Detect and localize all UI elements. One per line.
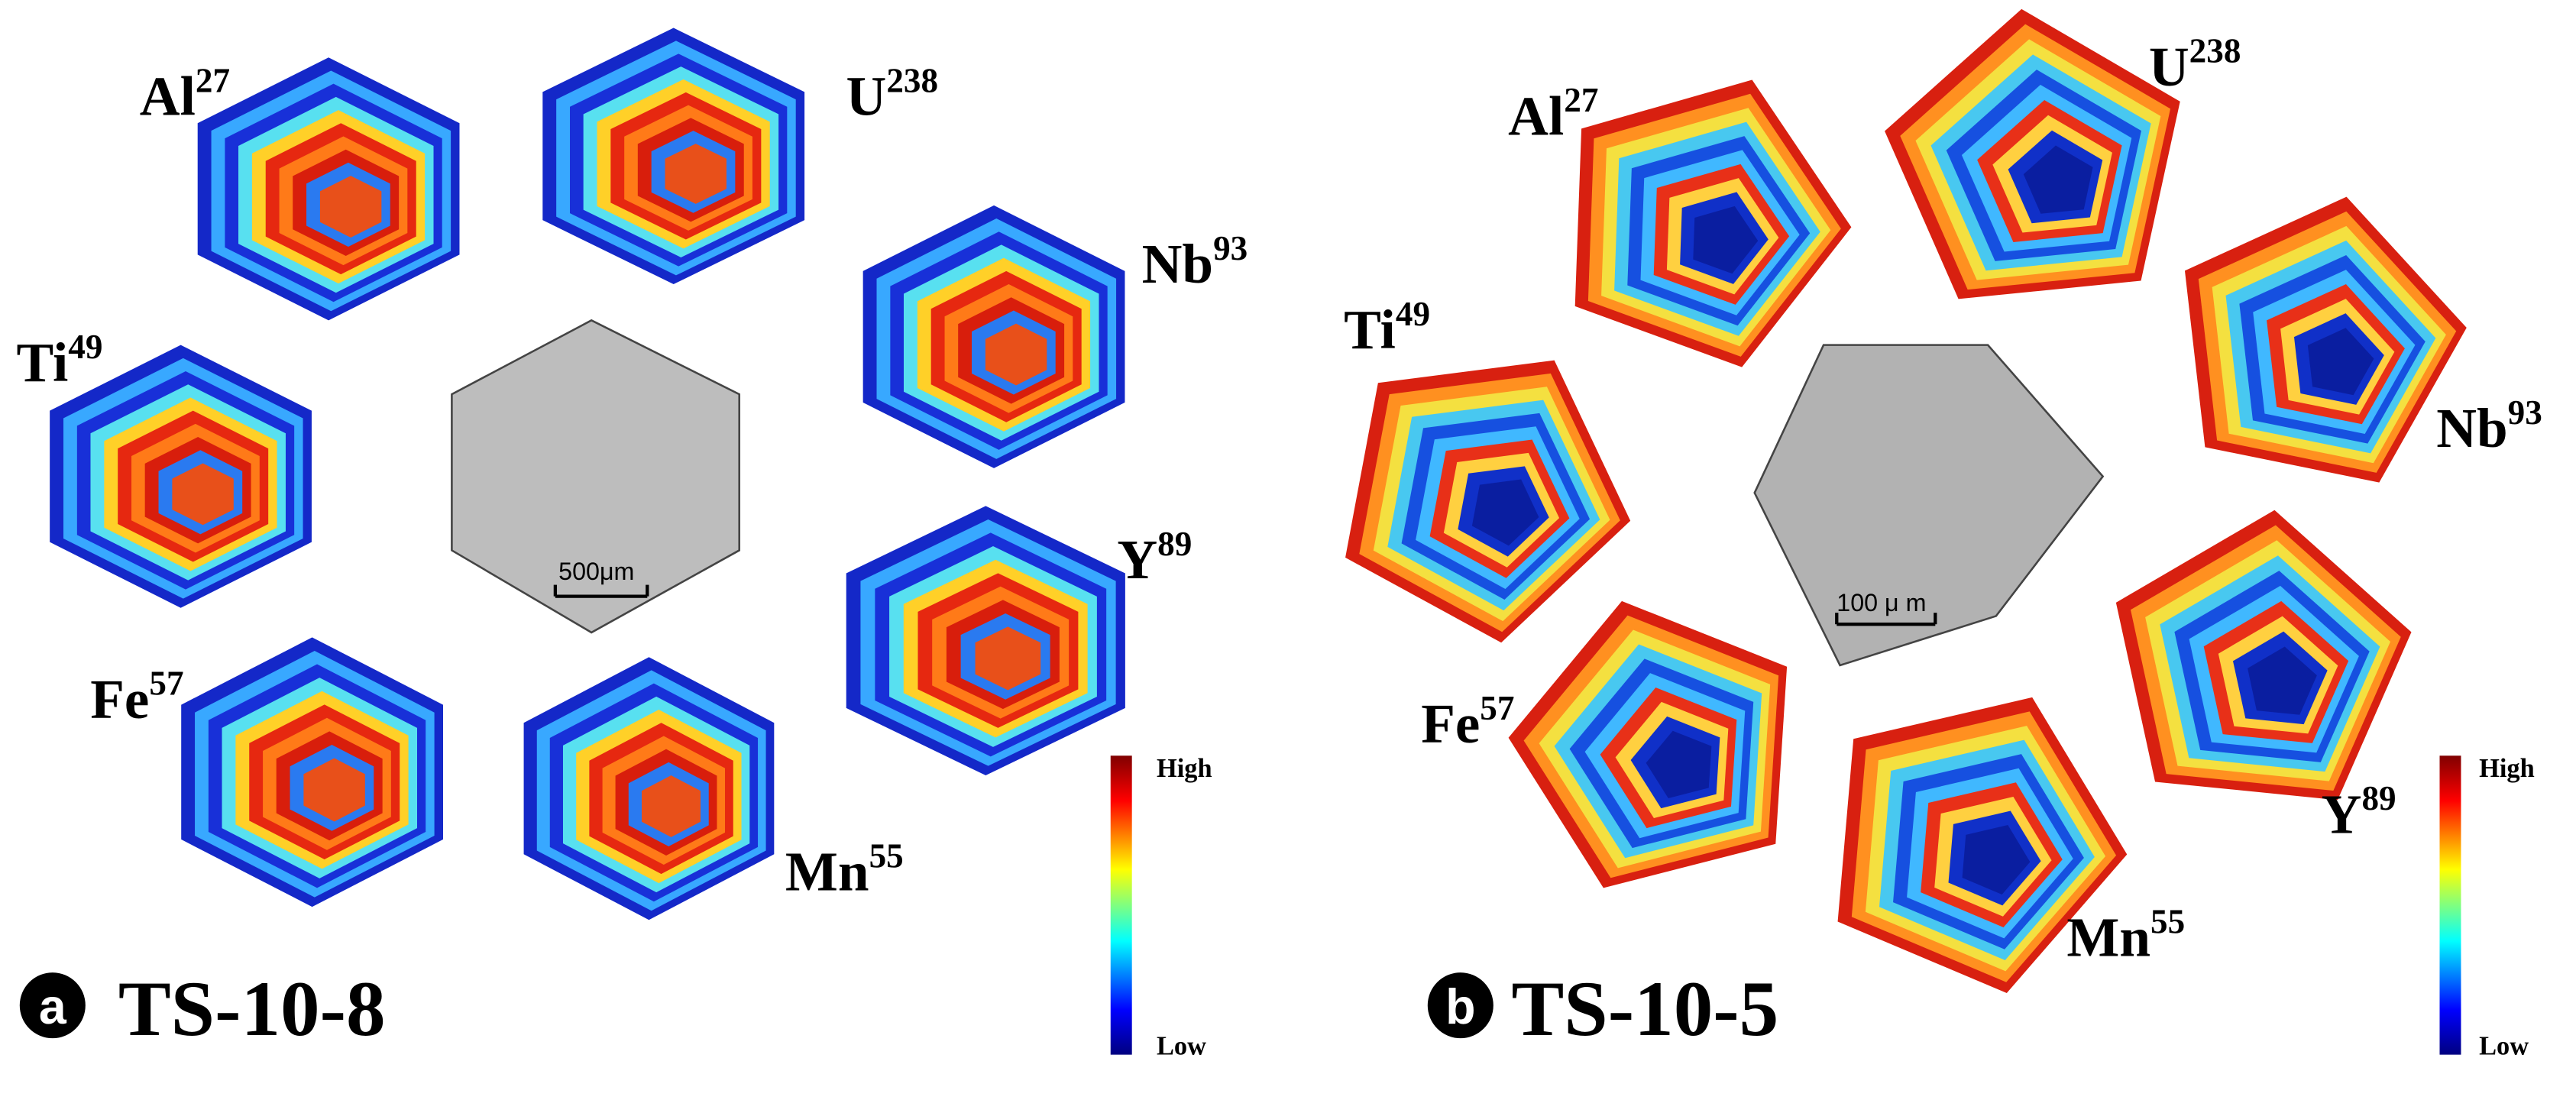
element-label: Mn55 — [2066, 903, 2185, 969]
sample-name: TS-10-8 — [118, 966, 386, 1053]
colorbar — [2439, 755, 2461, 1055]
bse-image — [1753, 344, 2105, 667]
map-zone — [975, 626, 1041, 691]
scale-bar-label: 500μm — [558, 558, 634, 585]
map-zone — [303, 758, 365, 822]
sample-name: TS-10-5 — [1511, 966, 1778, 1053]
element-label: Fe57 — [1421, 689, 1514, 755]
bse-image — [451, 319, 741, 634]
map-zone — [2307, 328, 2374, 396]
panel-letter: a — [39, 979, 67, 1034]
element-label: Y89 — [1117, 525, 1192, 590]
element-maps — [50, 8, 2467, 993]
element-label: U238 — [2149, 32, 2241, 98]
map-zone — [985, 323, 1047, 386]
map-zone — [1646, 730, 1712, 798]
map-zone — [2248, 646, 2317, 715]
element-label: Ti49 — [17, 328, 103, 393]
element-label: Ti49 — [1344, 295, 1430, 361]
colorbar-high: High — [1157, 754, 1212, 783]
map-zone — [1471, 479, 1539, 546]
map-zone — [1962, 825, 2031, 895]
colorbar-low: Low — [1157, 1032, 1206, 1061]
colorbar — [1110, 755, 1132, 1055]
element-label: Mn55 — [785, 836, 904, 902]
element-label: Fe57 — [90, 665, 183, 730]
map-zone — [665, 144, 727, 204]
panel-badge — [1427, 972, 1493, 1039]
map-zone — [2023, 145, 2093, 214]
colorbar-low: Low — [2479, 1032, 2529, 1061]
panel-letter: b — [1445, 979, 1475, 1034]
map-zone — [172, 463, 234, 526]
element-label: Al27 — [140, 61, 230, 127]
scale-bar-label: 100 μ m — [1837, 589, 1926, 616]
map-zone — [319, 176, 382, 238]
map-zone — [1693, 205, 1759, 274]
element-label: Nb93 — [1142, 229, 1248, 295]
panel-badge — [19, 972, 86, 1039]
element-label: Al27 — [1508, 81, 1598, 147]
map-zone — [641, 775, 701, 837]
element-label: Y89 — [2322, 779, 2396, 845]
element-label: Nb93 — [2436, 393, 2542, 459]
element-label: U238 — [846, 61, 939, 127]
colorbar-high: High — [2479, 754, 2535, 783]
